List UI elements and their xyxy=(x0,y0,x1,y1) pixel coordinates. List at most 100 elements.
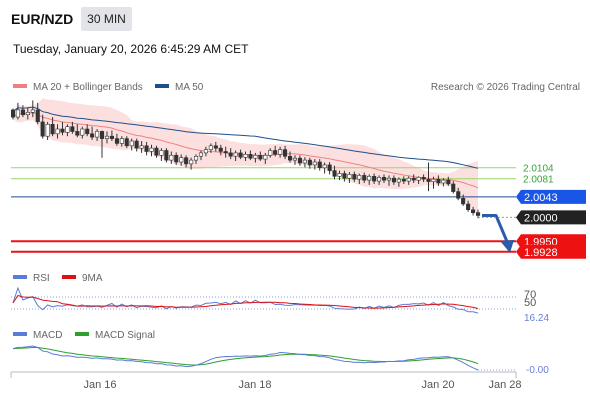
candle-body xyxy=(119,138,124,144)
candle-body xyxy=(189,159,194,165)
macd-signal-legend-label: MACD Signal xyxy=(95,330,155,341)
candle-body xyxy=(416,177,421,181)
candle-body xyxy=(248,154,253,159)
candle-body xyxy=(342,173,347,179)
candle-body xyxy=(198,152,203,157)
candle-body xyxy=(109,135,114,139)
candle-body xyxy=(85,128,90,135)
candle-body xyxy=(129,140,134,147)
macd-current-value: -0.00 xyxy=(526,365,549,376)
projection-arrowhead xyxy=(500,239,514,253)
candle-body xyxy=(169,155,174,161)
candle-body xyxy=(268,150,273,156)
current-price-tag: 2.0000 xyxy=(524,212,558,224)
candle-body xyxy=(243,154,248,158)
candle-body xyxy=(194,156,199,161)
candle-body xyxy=(105,135,110,139)
candle-body xyxy=(441,179,446,184)
candle-body xyxy=(282,149,288,157)
rsi-ma-legend-swatch xyxy=(62,275,76,279)
candle-body xyxy=(322,164,327,169)
candle-body xyxy=(470,209,476,214)
candle-body xyxy=(75,131,80,136)
candle-body xyxy=(179,157,184,163)
ma20-legend-label: MA 20 + Bollinger Bands xyxy=(33,82,143,93)
candle-body xyxy=(372,176,377,182)
candle-body xyxy=(461,198,466,205)
macd-line xyxy=(12,345,479,371)
candle-body xyxy=(203,149,208,154)
candle-body xyxy=(475,212,481,216)
candle-body xyxy=(15,109,21,118)
current-price-tag-box xyxy=(516,210,586,225)
candle-body xyxy=(391,177,397,183)
candle-body xyxy=(278,149,283,155)
candle-body xyxy=(312,161,317,166)
pivot-price-tag-box xyxy=(516,189,586,204)
candle-body xyxy=(451,183,456,192)
macd-panel xyxy=(12,345,516,371)
candle-body xyxy=(436,178,441,184)
candle-body xyxy=(20,109,26,116)
candle-body xyxy=(233,152,238,157)
candle-body xyxy=(223,151,228,154)
macd-legend-swatch xyxy=(13,332,27,336)
candle-body xyxy=(124,138,129,147)
candle-body xyxy=(70,126,75,132)
ma50-legend-swatch xyxy=(155,84,169,88)
candle-body xyxy=(65,126,70,133)
candle-body xyxy=(337,173,342,177)
candle-body xyxy=(213,145,218,149)
candle-body xyxy=(426,178,431,182)
candle-body xyxy=(401,178,406,182)
candle-body xyxy=(396,178,401,183)
resistance-label-1: 2.0104 xyxy=(523,164,554,175)
candle-body xyxy=(406,177,411,182)
candle-body xyxy=(253,155,258,159)
candle-body xyxy=(273,150,278,155)
candle-body xyxy=(228,152,233,157)
candle-body xyxy=(381,177,387,181)
candle-body xyxy=(332,170,337,177)
timeframe-badge[interactable]: 30 MIN xyxy=(81,7,132,31)
candle-body xyxy=(208,145,213,150)
candle-body xyxy=(50,124,55,135)
candle-body xyxy=(431,178,436,182)
candle-body xyxy=(30,109,35,113)
ma20-legend-swatch xyxy=(13,84,27,88)
pivot-price-tag: 2.0043 xyxy=(524,192,558,204)
candle-body xyxy=(80,128,85,136)
rsi-legend-label: RSI xyxy=(33,273,50,284)
rsi-current-value: 16.24 xyxy=(524,313,549,324)
candle-body xyxy=(302,159,307,164)
candle-body xyxy=(100,131,105,139)
candle-body xyxy=(114,138,119,144)
rsi-legend-swatch xyxy=(13,275,27,279)
x-tick-jan16: Jan 16 xyxy=(83,379,116,391)
candle-body xyxy=(367,176,372,181)
candle-body xyxy=(347,174,352,179)
credit-label: Research © 2026 Trading Central xyxy=(431,82,580,93)
candle-body xyxy=(317,161,322,168)
x-tick-jan20: Jan 20 xyxy=(421,379,454,391)
ma50-line xyxy=(12,106,479,169)
rsi-tick-50: 50 xyxy=(524,297,536,309)
candle-body xyxy=(40,121,45,137)
candle-body xyxy=(159,150,164,156)
candle-body xyxy=(154,147,159,156)
x-tick-jan28: Jan 28 xyxy=(488,379,521,391)
candle-body xyxy=(352,174,357,180)
candle-body xyxy=(238,152,243,158)
candle-body xyxy=(357,175,362,180)
candle-body xyxy=(258,155,263,160)
macd-legend-label: MACD xyxy=(33,330,62,341)
support-price-tag-2-box xyxy=(516,244,586,259)
x-tick-jan18: Jan 18 xyxy=(238,379,271,391)
candle-body xyxy=(292,157,298,161)
candle-body xyxy=(149,147,154,152)
candle-body xyxy=(327,164,332,171)
macd-signal-legend-swatch xyxy=(75,332,89,336)
candle-body xyxy=(307,159,312,166)
candle-body xyxy=(287,156,293,161)
